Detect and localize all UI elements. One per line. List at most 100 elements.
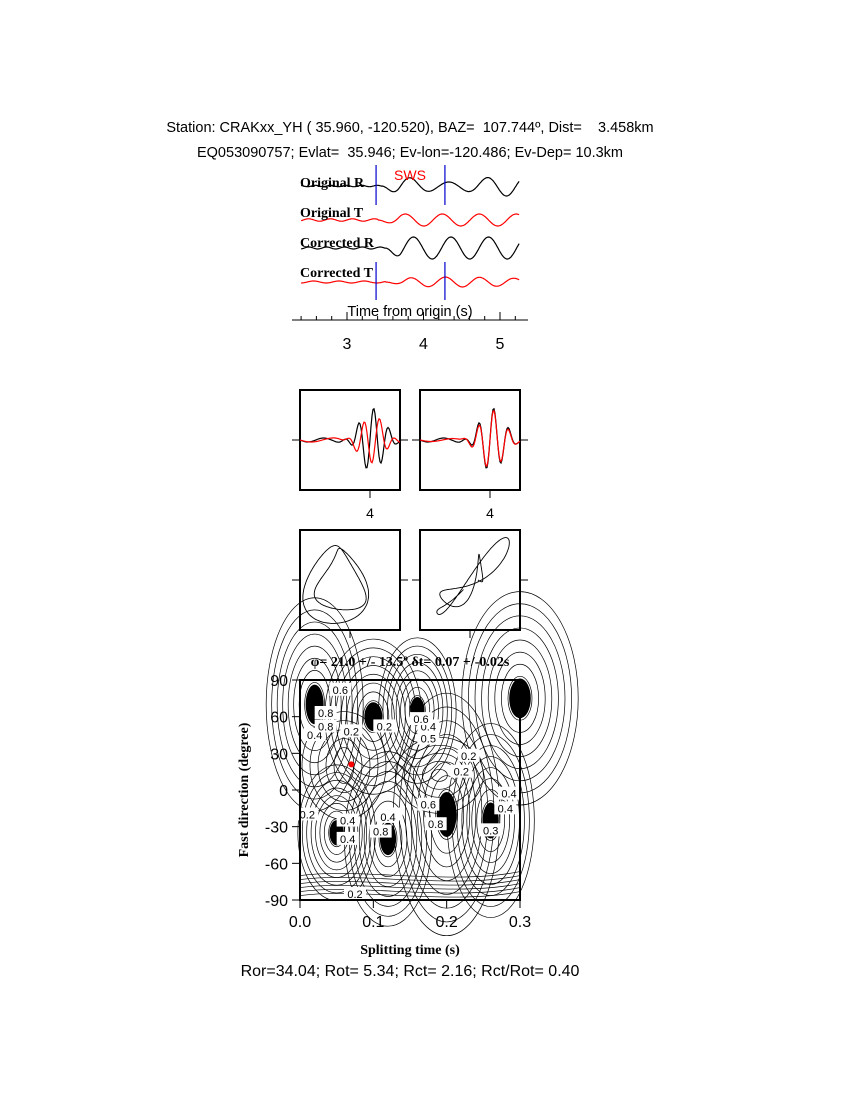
contour-line — [391, 662, 444, 759]
contour-line — [476, 789, 505, 852]
waveform-panel-corrected-tick-label: 4 — [486, 505, 494, 521]
contour-line — [299, 891, 521, 898]
contour-label: 0.3 — [483, 825, 498, 837]
contour-label: 0.4 — [501, 789, 516, 801]
contour-label: 0.8 — [318, 721, 333, 733]
contour-line — [358, 780, 418, 897]
contour-line — [351, 682, 395, 751]
y-tick-label: -90 — [265, 893, 288, 910]
contour-line — [466, 767, 515, 874]
particle-motion-original-curve — [302, 545, 370, 624]
contour-line — [299, 879, 521, 886]
contour-label-box — [314, 706, 337, 719]
contour-line — [435, 789, 459, 840]
contour-label-box — [410, 712, 432, 726]
contour-line — [287, 645, 342, 764]
contour-label-box — [498, 786, 520, 800]
contour-label: 0.4 — [498, 803, 513, 815]
contour-label-box — [369, 824, 392, 838]
contour-label: 0.8 — [318, 708, 333, 720]
station-info-line: Station: CRAKxx_YH ( 35.960, -120.520), … — [166, 120, 654, 136]
x-tick-label: 0.1 — [362, 914, 384, 931]
contour-label-box — [336, 831, 359, 845]
contour-label-box — [494, 801, 517, 815]
contour-label-box — [336, 813, 359, 827]
trace-label-corrected-t: Corrected T — [300, 266, 374, 281]
trace-panel — [300, 165, 520, 300]
waveform-overlays — [292, 407, 528, 498]
contour-line — [395, 670, 439, 751]
contour-line — [429, 775, 465, 854]
contour-line — [299, 883, 521, 890]
x-axis-label: Splitting time (s) — [360, 943, 460, 958]
contour-line — [282, 633, 348, 776]
time-axis-ticks: 3 4 5 — [300, 312, 516, 353]
y-tick-label: 30 — [270, 746, 288, 763]
contour-label-box — [424, 817, 447, 831]
waveform-panel-original-tick-label: 4 — [366, 505, 374, 521]
contour-line — [299, 871, 521, 878]
contour-label: 0.2 — [461, 751, 476, 763]
contour-label-box — [340, 724, 363, 738]
y-tick-label: -60 — [265, 856, 288, 873]
contour-label: 0.8 — [373, 827, 388, 839]
contour-map: 0.60.80.4 0.2 0.20.80.50.40.60.20.20.40.20… — [265, 591, 579, 937]
trace-corrected-t — [301, 276, 520, 288]
footer-ratios: Ror=34.04; Rot= 5.34; Rct= 2.16; Rct/Rot… — [240, 963, 580, 980]
contour-line — [446, 723, 535, 918]
contour-line — [357, 691, 390, 742]
contour-line — [481, 800, 501, 841]
contour-line — [299, 875, 521, 882]
contour-label-box — [479, 823, 502, 837]
time-tick-label-5: 5 — [496, 336, 505, 353]
contour-label: 0.2 — [344, 726, 359, 738]
contour-line — [451, 734, 530, 907]
contour-label: 0.2 — [377, 721, 392, 733]
contour-label: 0.4 — [340, 816, 355, 828]
contour-line — [471, 778, 510, 863]
contour-label-box — [373, 719, 396, 733]
trace-original-r — [300, 177, 520, 197]
contour-label: 0.4 — [380, 812, 395, 824]
contour-label: 0.2 — [300, 809, 315, 821]
particle-motion-curves — [292, 537, 528, 638]
contour-line — [325, 738, 363, 793]
contour-label: 0.5 — [421, 734, 436, 746]
x-tick-label: 0.3 — [509, 914, 531, 931]
contour-label-box — [314, 719, 337, 733]
contour-line — [346, 673, 401, 760]
time-tick-label-4: 4 — [419, 336, 428, 353]
contour-label: 0.4 — [307, 730, 322, 742]
contour-line — [309, 720, 379, 811]
y-tick-label: 60 — [270, 710, 288, 727]
contour-label: 0.2 — [347, 889, 362, 901]
contour-line — [430, 768, 448, 782]
trace-original-t — [300, 213, 520, 227]
x-tick-label: 0.2 — [436, 914, 458, 931]
contour-label: 0.8 — [428, 819, 443, 831]
contour-label-box — [296, 807, 319, 821]
trace-label-original-t: Original T — [300, 206, 364, 221]
contour-label-box — [417, 797, 440, 811]
contour-label: 0.6 — [421, 800, 436, 812]
particle-motion-panel-corrected — [419, 529, 521, 631]
contour-label: 0.6 — [333, 685, 348, 697]
contour-label-box — [450, 764, 473, 778]
contour-line — [382, 645, 453, 776]
overlay-transverse-trace — [299, 417, 401, 464]
contour-label: 0.2 — [454, 767, 469, 779]
contour-line — [423, 761, 471, 868]
y-tick-label: -30 — [265, 820, 288, 837]
contour-label-box — [344, 886, 366, 900]
particle-motion-corrected-curve — [436, 537, 510, 615]
overlay-radial-trace — [299, 407, 401, 469]
time-axis-label: Time from origin (s) — [347, 304, 472, 320]
trace-label-original-r: Original R — [300, 176, 365, 191]
y-tick-label: 0 — [279, 783, 288, 800]
event-info-line: EQ053090757; Evlat= 35.946; Ev-lon=-120.… — [196, 145, 623, 161]
sws-window-label: SWS — [394, 167, 426, 183]
overlay-transverse-trace — [419, 409, 521, 467]
contour-line — [386, 653, 448, 768]
x-tick-label: 0.0 — [289, 914, 311, 931]
